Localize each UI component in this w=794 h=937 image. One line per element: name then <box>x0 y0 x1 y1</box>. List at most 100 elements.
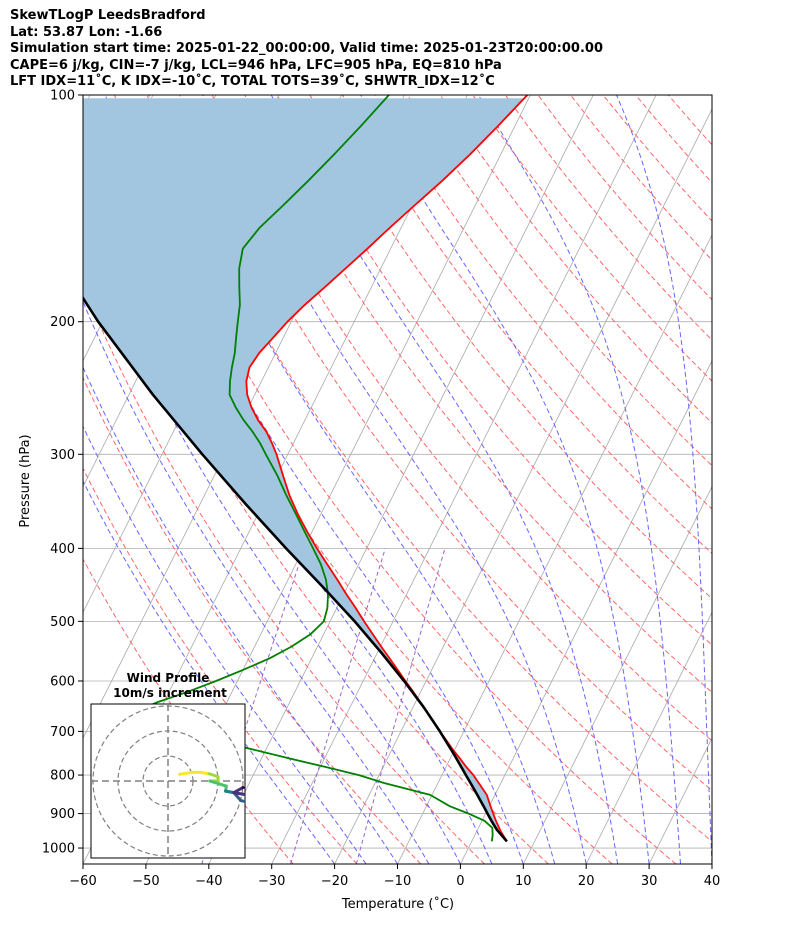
wind-barb-feather <box>734 97 735 109</box>
wind-barb-flag <box>743 400 747 412</box>
wind-barb-feather <box>743 823 746 835</box>
wind-barb-half-feather <box>733 656 734 662</box>
wind-barb-flag <box>743 327 747 339</box>
dry-adiabat-line <box>211 95 712 742</box>
wind-barb-staff <box>711 454 712 455</box>
wind-barb-half-feather <box>742 830 745 835</box>
parcel-line <box>83 295 508 843</box>
x-tick-label: −10 <box>384 874 411 889</box>
dry-adiabat-line <box>635 95 712 184</box>
y-axis-title: Pressure (hPa) <box>18 434 33 527</box>
x-axis-title: Temperature (˚C) <box>341 896 454 912</box>
isotherm-line <box>208 95 594 864</box>
wind-barb-staff <box>711 680 712 682</box>
wind-barb-half-feather <box>740 400 741 406</box>
moist-adiabat-line <box>270 95 619 864</box>
wind-barb-feather <box>733 232 735 244</box>
x-tick-label: 40 <box>704 874 721 889</box>
hodograph-trace-segment <box>178 770 194 776</box>
hodograph-trace-segment <box>208 779 228 788</box>
chart-title: SkewTLogP LeedsBradford <box>10 8 206 23</box>
cape-shading <box>83 98 525 830</box>
x-tick-label: −20 <box>321 874 348 889</box>
wind-barb-staff <box>711 621 712 623</box>
moist-adiabat-line <box>148 95 556 864</box>
plot-area <box>83 95 750 864</box>
wind-barb-feather <box>737 626 739 638</box>
wind-barb-feather <box>745 628 747 640</box>
x-tick-label: −40 <box>195 874 222 889</box>
wind-barb-feather <box>741 686 743 698</box>
wind-barb-half-feather <box>740 327 741 333</box>
x-tick-label: 10 <box>515 874 532 889</box>
wind-barb <box>711 227 743 245</box>
dry-adiabat-line <box>179 95 712 792</box>
y-tick-label: 500 <box>50 615 75 630</box>
wind-barb-staff <box>711 586 712 588</box>
hodograph-title: Wind Profile <box>127 671 210 685</box>
dry-adiabat-line <box>113 95 677 864</box>
hodograph-trace-segment <box>232 791 245 797</box>
wind-barb-half-feather <box>729 97 730 103</box>
wind-barb-feather <box>746 827 750 838</box>
temperature-line <box>245 95 528 842</box>
wind-barb <box>711 454 747 474</box>
x-tick-label: −30 <box>258 874 285 889</box>
indices-line-2: LFT IDX=11˚C, K IDX=-10˚C, TOTAL TOTS=39… <box>10 74 495 89</box>
wind-barb-feather <box>741 658 743 670</box>
wind-barb <box>711 321 747 339</box>
wind-barb-feather <box>745 738 747 750</box>
y-tick-label: 100 <box>50 89 75 104</box>
wind-barb-feather <box>743 817 745 829</box>
dry-adiabat-line <box>244 95 712 693</box>
moist-adiabat-line <box>83 366 398 864</box>
wind-barb-half-feather <box>733 735 734 741</box>
wind-barb-staff <box>711 548 712 550</box>
x-tick-label: 0 <box>456 874 464 889</box>
wind-barb-staff <box>711 753 712 755</box>
y-tick-label: 800 <box>50 769 75 784</box>
hodograph-trace-segment <box>232 786 245 795</box>
wind-barb-staff <box>711 812 712 814</box>
wind-barb-feather <box>745 593 747 605</box>
wind-barb-staff <box>711 321 712 323</box>
wind-barb-feather <box>738 756 739 768</box>
wind-barb <box>711 504 738 524</box>
wind-barb-flag <box>743 462 747 474</box>
dry-adiabat-line <box>407 95 712 467</box>
wind-barb <box>711 394 747 412</box>
dry-adiabat-line <box>374 95 712 510</box>
y-tick-label: 300 <box>50 448 75 463</box>
dry-adiabat-line <box>83 285 485 864</box>
wind-barb-feather <box>738 97 739 109</box>
wind-barb-feather <box>734 170 735 182</box>
dry-adiabat-line <box>667 95 712 146</box>
isotherm-line <box>522 485 712 864</box>
isotherm-line <box>711 863 712 864</box>
dry-adiabat-line <box>276 95 712 646</box>
hodograph-trace-segment <box>207 772 220 779</box>
mixing-ratio-line <box>355 548 446 864</box>
location-line: Lat: 53.87 Lon: -1.66 <box>10 24 163 40</box>
wind-barb-staff <box>711 394 712 396</box>
wind-barb-feather <box>733 685 735 697</box>
wind-barb-feather <box>735 512 738 524</box>
wind-barb-staff <box>711 830 712 832</box>
hodograph-trace-segment <box>239 798 245 804</box>
wind-barb-staff <box>711 504 712 506</box>
wind-barb-feather <box>747 822 750 834</box>
wind-barb-feather <box>738 170 739 182</box>
dry-adiabat-line <box>472 95 712 382</box>
wind-barb-staff <box>711 847 712 849</box>
y-tick-label: 600 <box>50 674 75 689</box>
moist-adiabat-line <box>360 95 650 864</box>
wind-barb-feather <box>747 816 749 828</box>
wind-barb-feather <box>747 757 748 769</box>
x-tick-label: 20 <box>578 874 595 889</box>
wind-barb-feather <box>745 687 747 699</box>
wind-barb <box>711 822 750 835</box>
wind-barb-feather <box>741 233 743 245</box>
moist-adiabat-line <box>616 95 712 864</box>
wind-barb-half-feather <box>738 818 739 824</box>
